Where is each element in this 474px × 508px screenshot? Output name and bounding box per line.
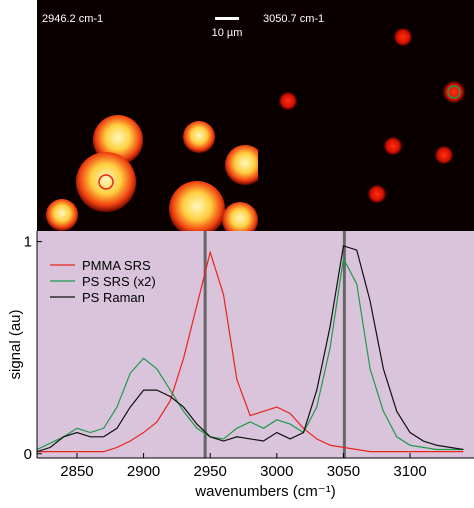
x-tick-label: 2950 [194, 463, 227, 480]
series-line [37, 250, 464, 453]
series-line [36, 245, 464, 453]
plot-background [37, 231, 474, 458]
scale-bar-label: 10 µm [212, 27, 243, 39]
image-right [258, 0, 474, 231]
x-axis-label: wavenumbers (cm⁻¹) [194, 483, 335, 500]
y-tick-label: 1 [24, 234, 32, 251]
legend-label: PS Raman [82, 290, 145, 305]
image-label: 3050.7 cm-1 [263, 13, 324, 25]
x-tick-label: 3000 [260, 463, 293, 480]
y-tick-label: 0 [24, 446, 32, 463]
legend-label: PS SRS (x2) [82, 274, 156, 289]
x-tick-label: 3100 [393, 463, 426, 480]
series-line [36, 256, 464, 451]
image-left [37, 0, 265, 238]
x-tick-label: 3050 [327, 463, 360, 480]
y-axis-label: signal (au) [7, 309, 24, 379]
image-label: 2946.2 cm-1 [42, 13, 103, 25]
x-tick-label: 2850 [60, 463, 93, 480]
legend-label: PMMA SRS [82, 258, 151, 273]
x-tick-label: 2900 [127, 463, 160, 480]
